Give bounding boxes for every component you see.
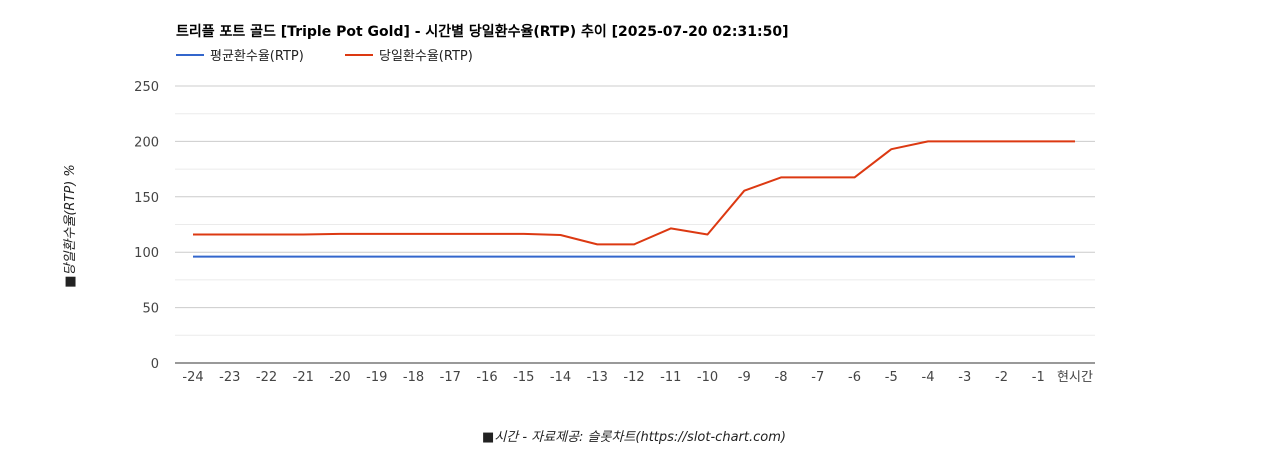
- legend-label-avg: 평균환수율(RTP): [210, 49, 304, 64]
- x-tick-label: -12: [623, 370, 644, 385]
- x-tick-label: -8: [775, 370, 788, 385]
- x-tick-label: -20: [329, 370, 350, 385]
- x-tick-label: -17: [440, 370, 461, 385]
- gridlines: [175, 85, 1095, 364]
- x-tick-label: -7: [811, 370, 824, 385]
- y-axis-ticks: 0 50 100 150 200 250: [134, 80, 159, 372]
- x-tick-label: -18: [403, 370, 424, 385]
- x-tick-label: -24: [182, 370, 203, 385]
- legend: 평균환수율(RTP) 당일환수율(RTP): [176, 49, 473, 64]
- x-tick-label: -21: [293, 370, 314, 385]
- x-tick-label: -6: [848, 370, 861, 385]
- x-tick-label: -10: [697, 370, 718, 385]
- x-tick-label: -19: [366, 370, 387, 385]
- x-axis-ticks: -24 -23 -22 -21 -20 -19 -18 -17 -16 -15 -14 -13 -12 -…: [182, 370, 1093, 385]
- x-tick-label: -22: [256, 370, 277, 385]
- series-lines: [193, 140, 1075, 258]
- x-tick-label: -4: [922, 370, 935, 385]
- x-tick-label: -9: [738, 370, 751, 385]
- y-tick-label: 50: [142, 302, 159, 317]
- y-tick-label: 200: [134, 135, 159, 150]
- y-tick-label: 0: [151, 357, 159, 372]
- chart-title: 트리플 포트 골드 [Triple Pot Gold] - 시간별 당일환수율(…: [176, 23, 788, 40]
- y-tick-label: 250: [134, 80, 159, 95]
- x-tick-label: -13: [587, 370, 608, 385]
- x-tick-label: -3: [958, 370, 971, 385]
- x-tick-label: 현시간: [1057, 370, 1093, 385]
- x-tick-label: -5: [885, 370, 898, 385]
- x-tick-label: -11: [660, 370, 681, 385]
- x-tick-label: -1: [1032, 370, 1045, 385]
- x-axis-title: ■시간 - 자료제공: 슬롯차트(https://slot-chart.com): [482, 430, 786, 445]
- y-tick-label: 150: [134, 191, 159, 206]
- x-tick-label: -2: [995, 370, 1008, 385]
- x-tick-label: -23: [219, 370, 240, 385]
- x-tick-label: -16: [476, 370, 497, 385]
- x-tick-label: -14: [550, 370, 571, 385]
- y-tick-label: 100: [134, 246, 159, 261]
- x-tick-label: -15: [513, 370, 534, 385]
- y-axis-title: ■당일환수율(RTP) %: [63, 164, 78, 288]
- legend-label-daily: 당일환수율(RTP): [379, 49, 473, 64]
- series-line-daily-rtp: [193, 140, 1075, 246]
